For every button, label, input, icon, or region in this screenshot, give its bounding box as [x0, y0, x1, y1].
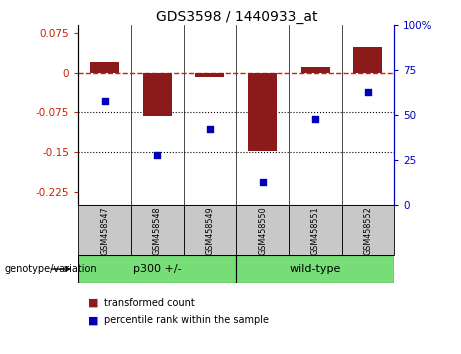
Bar: [78, 205, 131, 255]
Text: percentile rank within the sample: percentile rank within the sample: [104, 315, 269, 325]
Text: GSM458548: GSM458548: [153, 207, 162, 255]
Bar: [236, 255, 394, 283]
Point: [312, 116, 319, 121]
Bar: [78, 255, 236, 283]
Bar: [236, 205, 289, 255]
Point: [206, 127, 213, 132]
Bar: [131, 205, 183, 255]
Bar: [301, 67, 330, 73]
Text: GSM458549: GSM458549: [206, 207, 214, 255]
Point: [101, 98, 108, 103]
Bar: [289, 205, 342, 255]
Bar: [143, 73, 172, 116]
Point: [259, 179, 266, 185]
Point: [154, 152, 161, 158]
Bar: [183, 205, 236, 255]
Text: GSM458547: GSM458547: [100, 207, 109, 255]
Text: ■: ■: [88, 298, 98, 308]
Text: transformed count: transformed count: [104, 298, 195, 308]
Text: GSM458552: GSM458552: [363, 207, 372, 256]
Title: GDS3598 / 1440933_at: GDS3598 / 1440933_at: [155, 10, 317, 24]
Bar: [90, 62, 119, 73]
Bar: [342, 205, 394, 255]
Bar: [354, 47, 382, 73]
Bar: [248, 73, 277, 151]
Point: [364, 89, 372, 95]
Text: GSM458550: GSM458550: [258, 207, 267, 255]
Text: GSM458551: GSM458551: [311, 207, 320, 255]
Bar: [195, 73, 225, 77]
Text: genotype/variation: genotype/variation: [5, 264, 97, 274]
Text: p300 +/-: p300 +/-: [133, 264, 182, 274]
Text: ■: ■: [88, 315, 98, 325]
Text: wild-type: wild-type: [290, 264, 341, 274]
